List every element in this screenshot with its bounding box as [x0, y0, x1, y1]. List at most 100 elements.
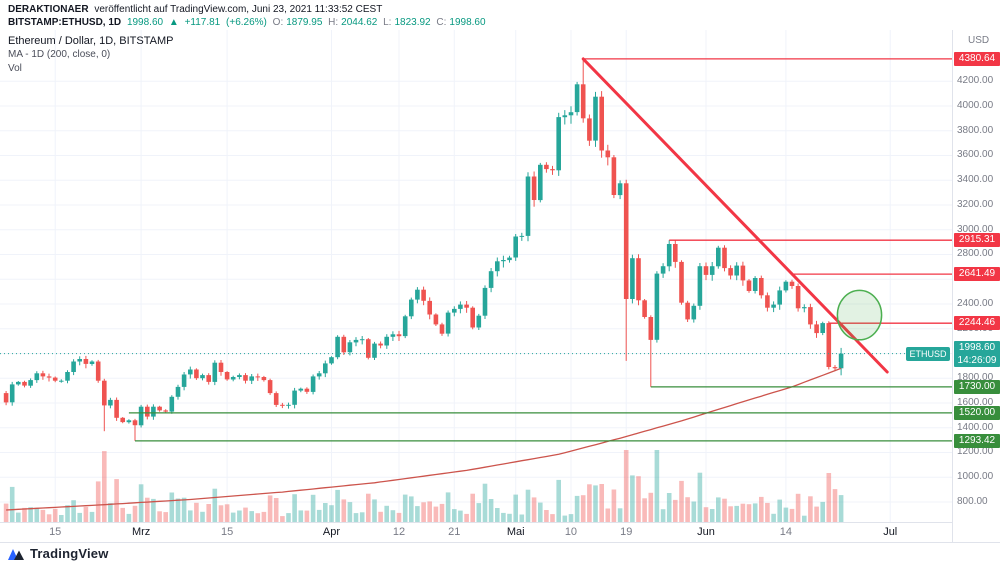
volume-bar: [65, 505, 70, 522]
current-price-label: 1998.60 14:26:09: [954, 340, 1000, 367]
candle-body: [372, 343, 377, 358]
volume-bar: [9, 486, 15, 522]
volume-bar: [495, 508, 500, 522]
legend-volume-indicator[interactable]: Vol: [8, 63, 22, 74]
level-price-label: 1730.00: [954, 379, 1000, 394]
chart-canvas[interactable]: [0, 30, 952, 522]
candle-body: [556, 117, 561, 171]
price-axis-label: 3400.00: [957, 174, 994, 186]
byline-text: veröffentlicht auf TradingView.com, Juni…: [94, 4, 383, 15]
price-axis-label: 800.00: [957, 495, 988, 507]
volume-bar: [415, 506, 420, 522]
volume-bar: [409, 496, 414, 522]
candle-body: [611, 157, 617, 195]
candle-body: [40, 373, 46, 377]
legend-ma-indicator[interactable]: MA - 1D (200, close, 0): [8, 49, 111, 60]
price-axis-label: 1000.00: [957, 471, 994, 483]
volume-bar: [145, 497, 150, 522]
candle-body: [359, 339, 365, 341]
volume-bar: [126, 513, 132, 522]
candle-body: [802, 307, 807, 309]
volume-bar: [40, 509, 46, 522]
candle-body: [267, 380, 273, 394]
candle-body: [495, 261, 500, 272]
time-axis-label: 10: [564, 526, 578, 538]
candle-body: [335, 336, 340, 358]
change-arrow-icon: ▲: [168, 17, 179, 28]
volume-bar: [544, 510, 549, 522]
volume-bar: [3, 503, 9, 522]
volume-bar: [71, 500, 76, 522]
volume-bar: [212, 488, 218, 522]
volume-bar: [34, 507, 40, 522]
volume-bar: [445, 492, 451, 522]
candle-body: [617, 183, 623, 196]
time-axis-label: Apr: [322, 526, 341, 538]
candle-body: [181, 374, 187, 387]
candle-body: [679, 261, 684, 303]
volume-bar: [108, 503, 113, 522]
volume-bar: [316, 509, 322, 522]
volume-bar: [384, 505, 389, 522]
volume-bar: [83, 506, 89, 522]
volume-bar: [605, 508, 611, 522]
volume-bar: [513, 494, 518, 522]
volume-bar: [703, 507, 709, 522]
candle-body: [439, 324, 445, 334]
volume-bar: [617, 508, 623, 522]
footer: TradingView: [0, 542, 1000, 564]
volume-bar: [525, 489, 531, 522]
legend-symbol-title[interactable]: Ethereum / Dollar, 1D, BITSTAMP: [8, 35, 174, 47]
candle-body: [709, 266, 715, 275]
candle-body: [224, 372, 230, 380]
candle-body: [531, 176, 537, 200]
candle-body: [273, 393, 279, 405]
ma-200-line[interactable]: [6, 367, 842, 511]
byline: DERAKTIONAER veröffentlicht auf TradingV…: [8, 3, 1000, 16]
candle-body: [771, 304, 776, 308]
volume-bar: [390, 510, 396, 522]
volume-bar: [120, 507, 125, 522]
volume-bar: [396, 512, 402, 522]
volume-bar: [298, 510, 304, 522]
low-value: 1823.92: [394, 17, 431, 28]
candle-body: [838, 353, 844, 369]
trendline[interactable]: [581, 57, 889, 374]
tradingview-logo-icon[interactable]: [8, 547, 25, 561]
candle-body: [777, 290, 782, 305]
volume-bar: [642, 498, 647, 522]
candle-body: [237, 375, 242, 377]
candle-body: [46, 376, 52, 378]
candle-body: [194, 369, 199, 379]
candles-layer: [3, 58, 844, 441]
highlight-ellipse[interactable]: [836, 289, 883, 341]
volume-bar: [218, 505, 224, 522]
candle-body: [673, 244, 678, 262]
candle-body: [832, 367, 838, 369]
price-level-lines[interactable]: [128, 58, 952, 442]
symbol-name: BITSTAMP:ETHUSD, 1D: [8, 17, 122, 28]
price-axis[interactable]: USD 800.00 1000.00 1200.00 1400.00 1600.00 18…: [952, 30, 1000, 542]
volume-bar: [102, 451, 107, 522]
volume-bar: [531, 497, 537, 522]
candle-body: [630, 258, 635, 299]
candle-body: [120, 417, 125, 423]
candle-body: [366, 339, 371, 358]
volume-bar: [132, 505, 138, 522]
level-price-label: 1520.00: [954, 405, 1000, 420]
time-axis-label: 14: [779, 526, 792, 538]
candle-body: [587, 118, 592, 141]
volume-bar: [789, 508, 795, 522]
candle-body: [593, 96, 598, 141]
candle-body: [648, 317, 654, 340]
volume-bar: [59, 515, 64, 522]
time-axis[interactable]: 15 Mrz 15 Apr 12 21 Mai 10 19 Jun 14 Jul: [0, 522, 952, 542]
candle-body: [666, 244, 672, 267]
volume-bar: [237, 510, 242, 522]
tradingview-logo-text[interactable]: TradingView: [30, 546, 109, 561]
candle-body: [623, 183, 629, 299]
volume-bar: [347, 502, 353, 522]
level-price-label: 2244.46: [954, 316, 1000, 331]
volume-bar: [95, 481, 101, 522]
legend: Ethereum / Dollar, 1D, BITSTAMP MA - 1D …: [8, 34, 173, 76]
